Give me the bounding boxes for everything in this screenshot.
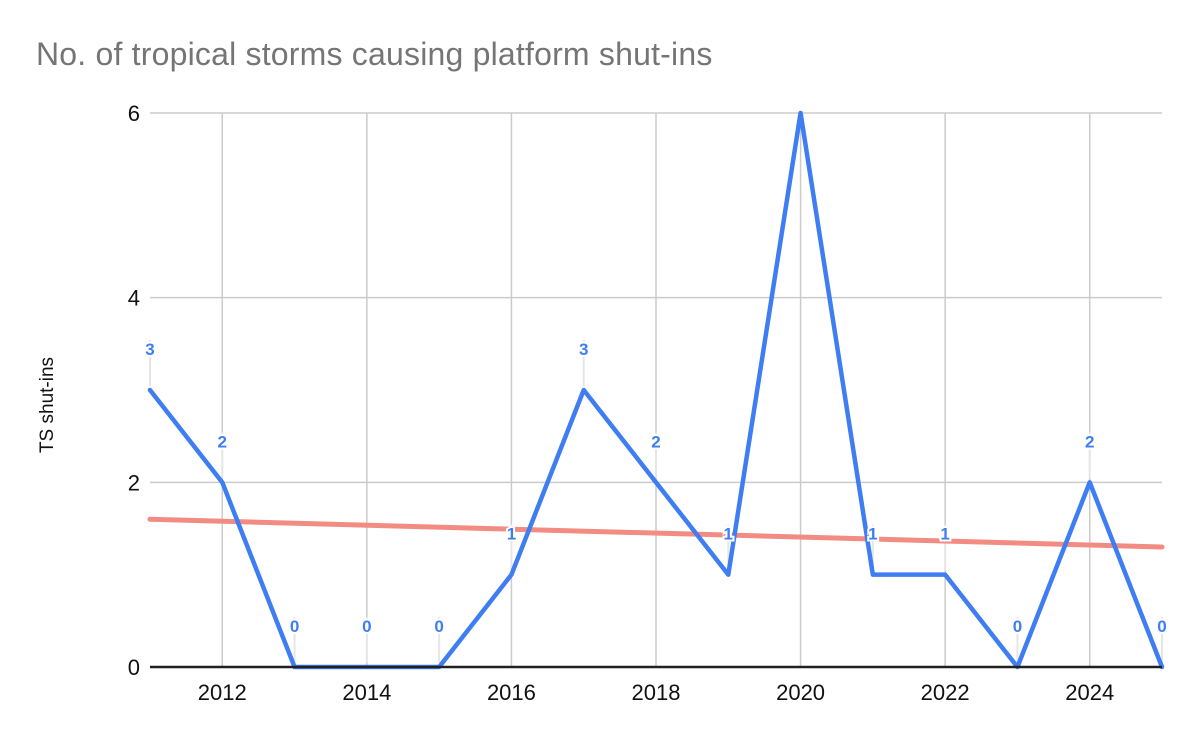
- data-point-label: 1: [724, 525, 733, 544]
- y-tick-label: 2: [128, 470, 140, 495]
- x-tick-label: 2020: [776, 680, 825, 705]
- data-point-label: 0: [434, 617, 443, 636]
- data-point-label: 0: [1013, 617, 1022, 636]
- y-tick-label: 0: [128, 655, 140, 680]
- data-point-label: 0: [1157, 617, 1166, 636]
- x-tick-label: 2022: [921, 680, 970, 705]
- x-tick-label: 2014: [342, 680, 391, 705]
- data-point-label: 0: [290, 617, 299, 636]
- trendline: [147, 516, 1165, 550]
- data-point-label: 1: [868, 525, 877, 544]
- x-tick-label: 2018: [632, 680, 681, 705]
- x-tick-label: 2024: [1065, 680, 1114, 705]
- data-point-label: 2: [218, 432, 227, 451]
- x-tick-label: 2012: [198, 680, 247, 705]
- data-point-label: 3: [145, 340, 154, 359]
- y-tick-label: 4: [128, 286, 140, 311]
- data-point-label: 2: [1085, 432, 1094, 451]
- data-point-label: 3: [579, 340, 588, 359]
- chart-title: No. of tropical storms causing platform …: [36, 36, 713, 72]
- data-point-label: 2: [651, 432, 660, 451]
- x-tick-label: 2016: [487, 680, 536, 705]
- data-point-label: 1: [940, 525, 949, 544]
- y-tick-label: 6: [128, 101, 140, 126]
- data-point-label: 0: [362, 617, 371, 636]
- data-point-label: 1: [507, 525, 516, 544]
